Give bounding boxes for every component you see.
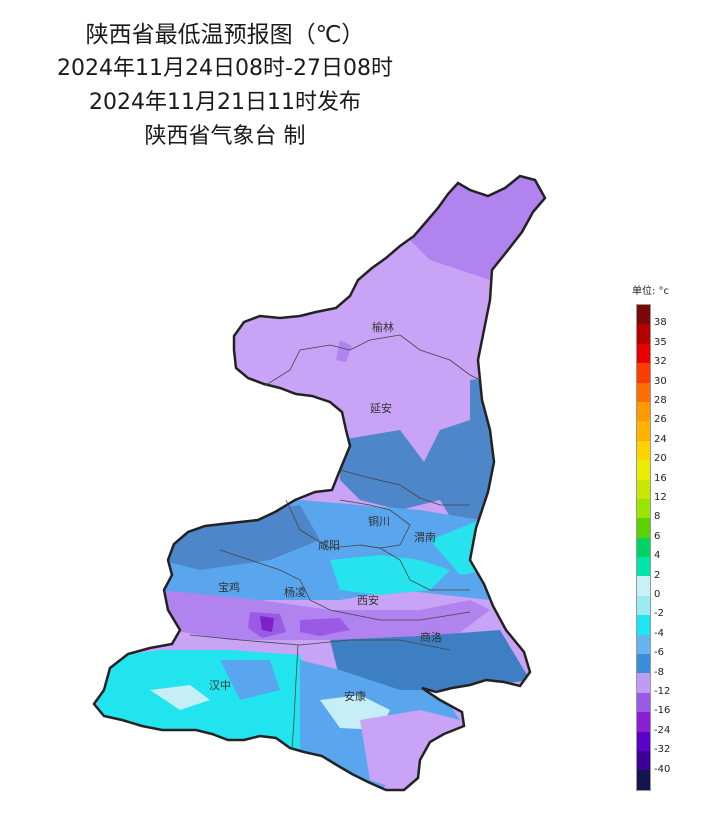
- legend-swatch: [637, 498, 650, 519]
- legend-swatch: [637, 731, 650, 751]
- legend-label: 4: [654, 550, 661, 562]
- legend-swatch: [637, 654, 650, 674]
- legend-swatch: [637, 712, 650, 732]
- city-labels: 榆林 延安 铜川 渭南 咸阳 宝鸡 杨凌 西安 商洛 汉中 安康: [209, 320, 442, 703]
- map-title-block: 陕西省最低温预报图（℃） 2024年11月24日08时-27日08时 2024年…: [0, 18, 450, 154]
- legend-label: 16: [654, 472, 667, 484]
- legend-swatch: [637, 518, 650, 538]
- legend-swatch: [637, 576, 650, 596]
- city-label-tongchuan: 铜川: [368, 514, 390, 528]
- legend-swatch: [637, 305, 650, 325]
- legend-swatch: [637, 460, 650, 480]
- city-label-xianyang: 咸阳: [318, 539, 340, 552]
- city-label-baoji: 宝鸡: [218, 580, 240, 594]
- legend-label: -8: [654, 666, 664, 678]
- legend-label: 30: [654, 375, 667, 387]
- legend-swatch: [637, 401, 650, 422]
- legend-swatch: [637, 324, 650, 344]
- legend-label: 26: [654, 414, 667, 426]
- city-label-hanzhong: 汉中: [209, 679, 231, 692]
- legend-swatch: [637, 595, 650, 616]
- legend-label: 24: [654, 433, 667, 445]
- legend-swatch: [637, 343, 650, 364]
- legend-swatch: [637, 537, 650, 558]
- legend-label: -4: [654, 627, 664, 639]
- city-label-yanan: 延安: [370, 401, 392, 415]
- city-label-shangluo: 商洛: [420, 630, 442, 644]
- province-boundary: [92, 174, 547, 792]
- temperature-legend: 单位: °c 38 35 32 30 28 26 24 20 16 12 8 6 4 2 0 -2 -4 -6 -8…: [630, 282, 710, 791]
- legend-label: 28: [654, 395, 667, 406]
- legend-label: -32: [654, 744, 671, 756]
- legend-swatch: [637, 382, 650, 402]
- legend-label: -12: [654, 686, 671, 697]
- legend-swatch: [637, 615, 650, 635]
- legend-swatch: [637, 673, 650, 693]
- legend-label: 2: [654, 569, 661, 581]
- legend-swatch: [637, 363, 650, 383]
- legend-label: -24: [654, 724, 671, 736]
- legend-label: 20: [654, 453, 667, 465]
- issue-time: 2024年11月21日11时发布: [89, 90, 361, 115]
- legend-swatch: [637, 479, 650, 499]
- legend-label: -16: [654, 705, 671, 717]
- city-label-xian: 西安: [357, 593, 379, 607]
- legend-label: 0: [654, 589, 661, 600]
- legend-label: 38: [654, 317, 667, 329]
- city-label-weinan: 渭南: [414, 531, 436, 544]
- legend-label: 32: [654, 356, 667, 368]
- legend-label: -6: [654, 647, 664, 659]
- legend-label: -2: [654, 608, 664, 620]
- legend-swatch: [637, 750, 650, 771]
- legend-swatch: [637, 440, 650, 461]
- legend-unit: 单位: °c: [632, 286, 670, 297]
- legend-label: -40: [654, 763, 671, 775]
- issuer: 陕西省气象台 制: [144, 124, 306, 149]
- map-title: 陕西省最低温预报图（℃）: [85, 22, 365, 48]
- legend-swatch: [637, 770, 650, 790]
- city-label-yulin: 榆林: [372, 320, 394, 334]
- temperature-field: [94, 176, 545, 790]
- legend-label: 12: [654, 492, 667, 503]
- legend-swatch: [637, 634, 650, 655]
- legend-label: 35: [654, 336, 667, 348]
- city-boundaries: [189, 334, 481, 751]
- city-label-yangling: 杨凌: [284, 585, 306, 599]
- legend-color-bar: [636, 304, 651, 791]
- legend-swatch: [637, 692, 650, 713]
- forecast-period: 2024年11月24日08时-27日08时: [57, 56, 393, 81]
- legend-swatch: [637, 421, 650, 441]
- legend-label: 8: [654, 511, 661, 523]
- legend-label: 6: [654, 530, 661, 542]
- legend-swatch: [637, 557, 650, 577]
- city-label-ankang: 安康: [344, 689, 366, 703]
